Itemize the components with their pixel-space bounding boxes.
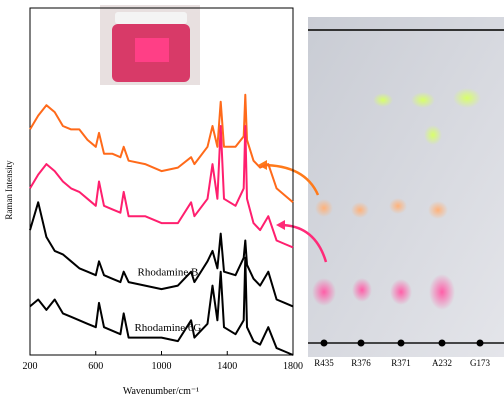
x-tick-label: 200	[23, 361, 38, 372]
arrow	[279, 223, 328, 263]
arrow-head	[276, 220, 285, 230]
lane-origin	[476, 339, 484, 347]
x-tick-label: 600	[88, 361, 103, 372]
series-label: Rhodamine 6G	[134, 322, 201, 334]
lane-label: R371	[391, 358, 411, 368]
x-tick-label: 1800	[283, 361, 303, 372]
x-tick-label: 1400	[217, 361, 237, 372]
spectrum	[29, 256, 294, 356]
lane-label: R435	[314, 358, 334, 368]
lane-origin	[438, 339, 446, 347]
arrow-head	[258, 160, 267, 170]
lane-origin	[357, 339, 365, 347]
spectrum	[29, 125, 294, 249]
x-axis-label: Wavenumber/cm⁻¹	[123, 386, 199, 397]
lane-label: A232	[432, 358, 452, 368]
x-tick-label: 1000	[152, 361, 172, 372]
lane-label: R376	[351, 358, 371, 368]
inset-photo	[100, 5, 200, 85]
spectrum	[29, 93, 294, 204]
spectrum	[29, 201, 294, 308]
series-label: Rhodamine B	[138, 267, 199, 279]
lane-origin	[397, 339, 405, 347]
lane-origin	[320, 339, 328, 347]
tlc-plate	[308, 17, 504, 357]
lane-label: G173	[470, 358, 490, 368]
y-axis-label: Raman Intensity	[4, 160, 14, 220]
